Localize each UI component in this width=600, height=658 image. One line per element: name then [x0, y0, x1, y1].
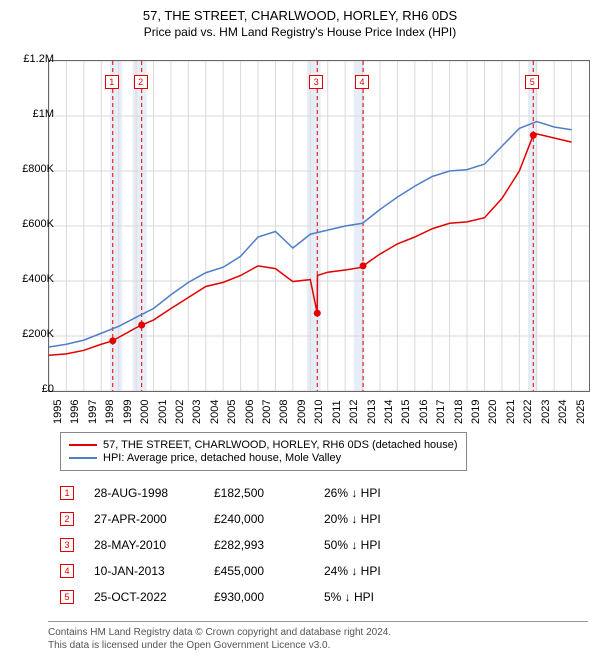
x-tick-label: 2025: [575, 400, 587, 424]
footer-line-1: Contains HM Land Registry data © Crown c…: [48, 626, 588, 639]
x-tick-label: 2003: [191, 400, 203, 424]
sales-row: 1 28-AUG-1998£182,50026% ↓ HPI: [60, 480, 444, 506]
x-tick-label: 2020: [487, 400, 499, 424]
sales-row-date: 28-AUG-1998: [94, 486, 214, 500]
x-tick-label: 2000: [139, 400, 151, 424]
sales-row-date: 10-JAN-2013: [94, 564, 214, 578]
legend-swatch: [69, 444, 97, 446]
x-tick-label: 1999: [122, 400, 134, 424]
legend: 57, THE STREET, CHARLWOOD, HORLEY, RH6 0…: [60, 432, 467, 471]
sales-row-price: £240,000: [214, 512, 324, 526]
x-tick-label: 2006: [244, 400, 256, 424]
x-tick-label: 2011: [331, 400, 343, 424]
sales-row-delta: 26% ↓ HPI: [324, 486, 444, 500]
y-tick-label: £200K: [4, 328, 54, 340]
footer-attribution: Contains HM Land Registry data © Crown c…: [48, 621, 588, 652]
sales-row: 4 10-JAN-2013£455,00024% ↓ HPI: [60, 558, 444, 584]
legend-label: HPI: Average price, detached house, Mole…: [103, 452, 341, 464]
sales-row-delta: 20% ↓ HPI: [324, 512, 444, 526]
x-tick-label: 2005: [226, 400, 238, 424]
sale-marker-1: 1: [105, 75, 119, 89]
sales-row-price: £455,000: [214, 564, 324, 578]
x-tick-label: 2010: [313, 400, 325, 424]
sales-row-index: 2: [60, 512, 74, 526]
sale-marker-5: 5: [525, 75, 539, 89]
legend-item: 57, THE STREET, CHARLWOOD, HORLEY, RH6 0…: [69, 439, 458, 451]
x-tick-label: 2004: [209, 400, 221, 424]
y-tick-label: £400K: [4, 273, 54, 285]
sales-row-index: 1: [60, 486, 74, 500]
page-subtitle: Price paid vs. HM Land Registry's House …: [0, 25, 600, 39]
sales-row-price: £930,000: [214, 590, 324, 604]
x-tick-label: 2014: [383, 400, 395, 424]
sales-row-index: 4: [60, 564, 74, 578]
sales-row-index: 3: [60, 538, 74, 552]
x-tick-label: 2008: [278, 400, 290, 424]
legend-swatch: [69, 457, 97, 459]
y-tick-label: £600K: [4, 218, 54, 230]
x-tick-label: 2015: [400, 400, 412, 424]
sales-row-date: 27-APR-2000: [94, 512, 214, 526]
sale-marker-4: 4: [355, 75, 369, 89]
footer-line-2: This data is licensed under the Open Gov…: [48, 639, 588, 652]
sales-row-delta: 24% ↓ HPI: [324, 564, 444, 578]
sales-row-delta: 5% ↓ HPI: [324, 590, 444, 604]
y-tick-label: £800K: [4, 163, 54, 175]
sale-marker-2: 2: [134, 75, 148, 89]
x-tick-label: 1998: [104, 400, 116, 424]
sales-table: 1 28-AUG-1998£182,50026% ↓ HPI 2 27-APR-200…: [60, 480, 444, 610]
x-tick-label: 2007: [261, 400, 273, 424]
legend-item: HPI: Average price, detached house, Mole…: [69, 452, 458, 464]
y-tick-label: £0: [4, 383, 54, 395]
sales-row: 3 28-MAY-2010£282,99350% ↓ HPI: [60, 532, 444, 558]
x-tick-label: 2023: [540, 400, 552, 424]
x-tick-label: 2009: [296, 400, 308, 424]
x-tick-label: 2018: [453, 400, 465, 424]
sales-row-price: £182,500: [214, 486, 324, 500]
sales-row-price: £282,993: [214, 538, 324, 552]
sales-row-delta: 50% ↓ HPI: [324, 538, 444, 552]
sales-row-date: 28-MAY-2010: [94, 538, 214, 552]
y-tick-label: £1.2M: [4, 53, 54, 65]
sale-marker-3: 3: [309, 75, 323, 89]
x-tick-label: 2021: [505, 400, 517, 424]
sales-row: 2 27-APR-2000£240,00020% ↓ HPI: [60, 506, 444, 532]
chart-container: 57, THE STREET, CHARLWOOD, HORLEY, RH6 0…: [0, 8, 600, 658]
x-tick-label: 1997: [87, 400, 99, 424]
sales-row-date: 25-OCT-2022: [94, 590, 214, 604]
x-tick-label: 2017: [435, 400, 447, 424]
x-tick-label: 2022: [522, 400, 534, 424]
chart-svg: [49, 61, 589, 391]
x-tick-label: 2016: [418, 400, 430, 424]
x-tick-label: 1995: [52, 400, 64, 424]
x-tick-label: 2012: [348, 400, 360, 424]
x-tick-label: 2002: [174, 400, 186, 424]
sales-row: 5 25-OCT-2022£930,0005% ↓ HPI: [60, 584, 444, 610]
x-tick-label: 1996: [69, 400, 81, 424]
x-tick-label: 2019: [470, 400, 482, 424]
y-tick-label: £1M: [4, 108, 54, 120]
chart-plot-area: [48, 60, 590, 392]
x-tick-label: 2024: [557, 400, 569, 424]
sales-row-index: 5: [60, 590, 74, 604]
x-tick-label: 2013: [366, 400, 378, 424]
x-tick-label: 2001: [157, 400, 169, 424]
legend-label: 57, THE STREET, CHARLWOOD, HORLEY, RH6 0…: [103, 439, 458, 451]
page-title: 57, THE STREET, CHARLWOOD, HORLEY, RH6 0…: [0, 8, 600, 23]
